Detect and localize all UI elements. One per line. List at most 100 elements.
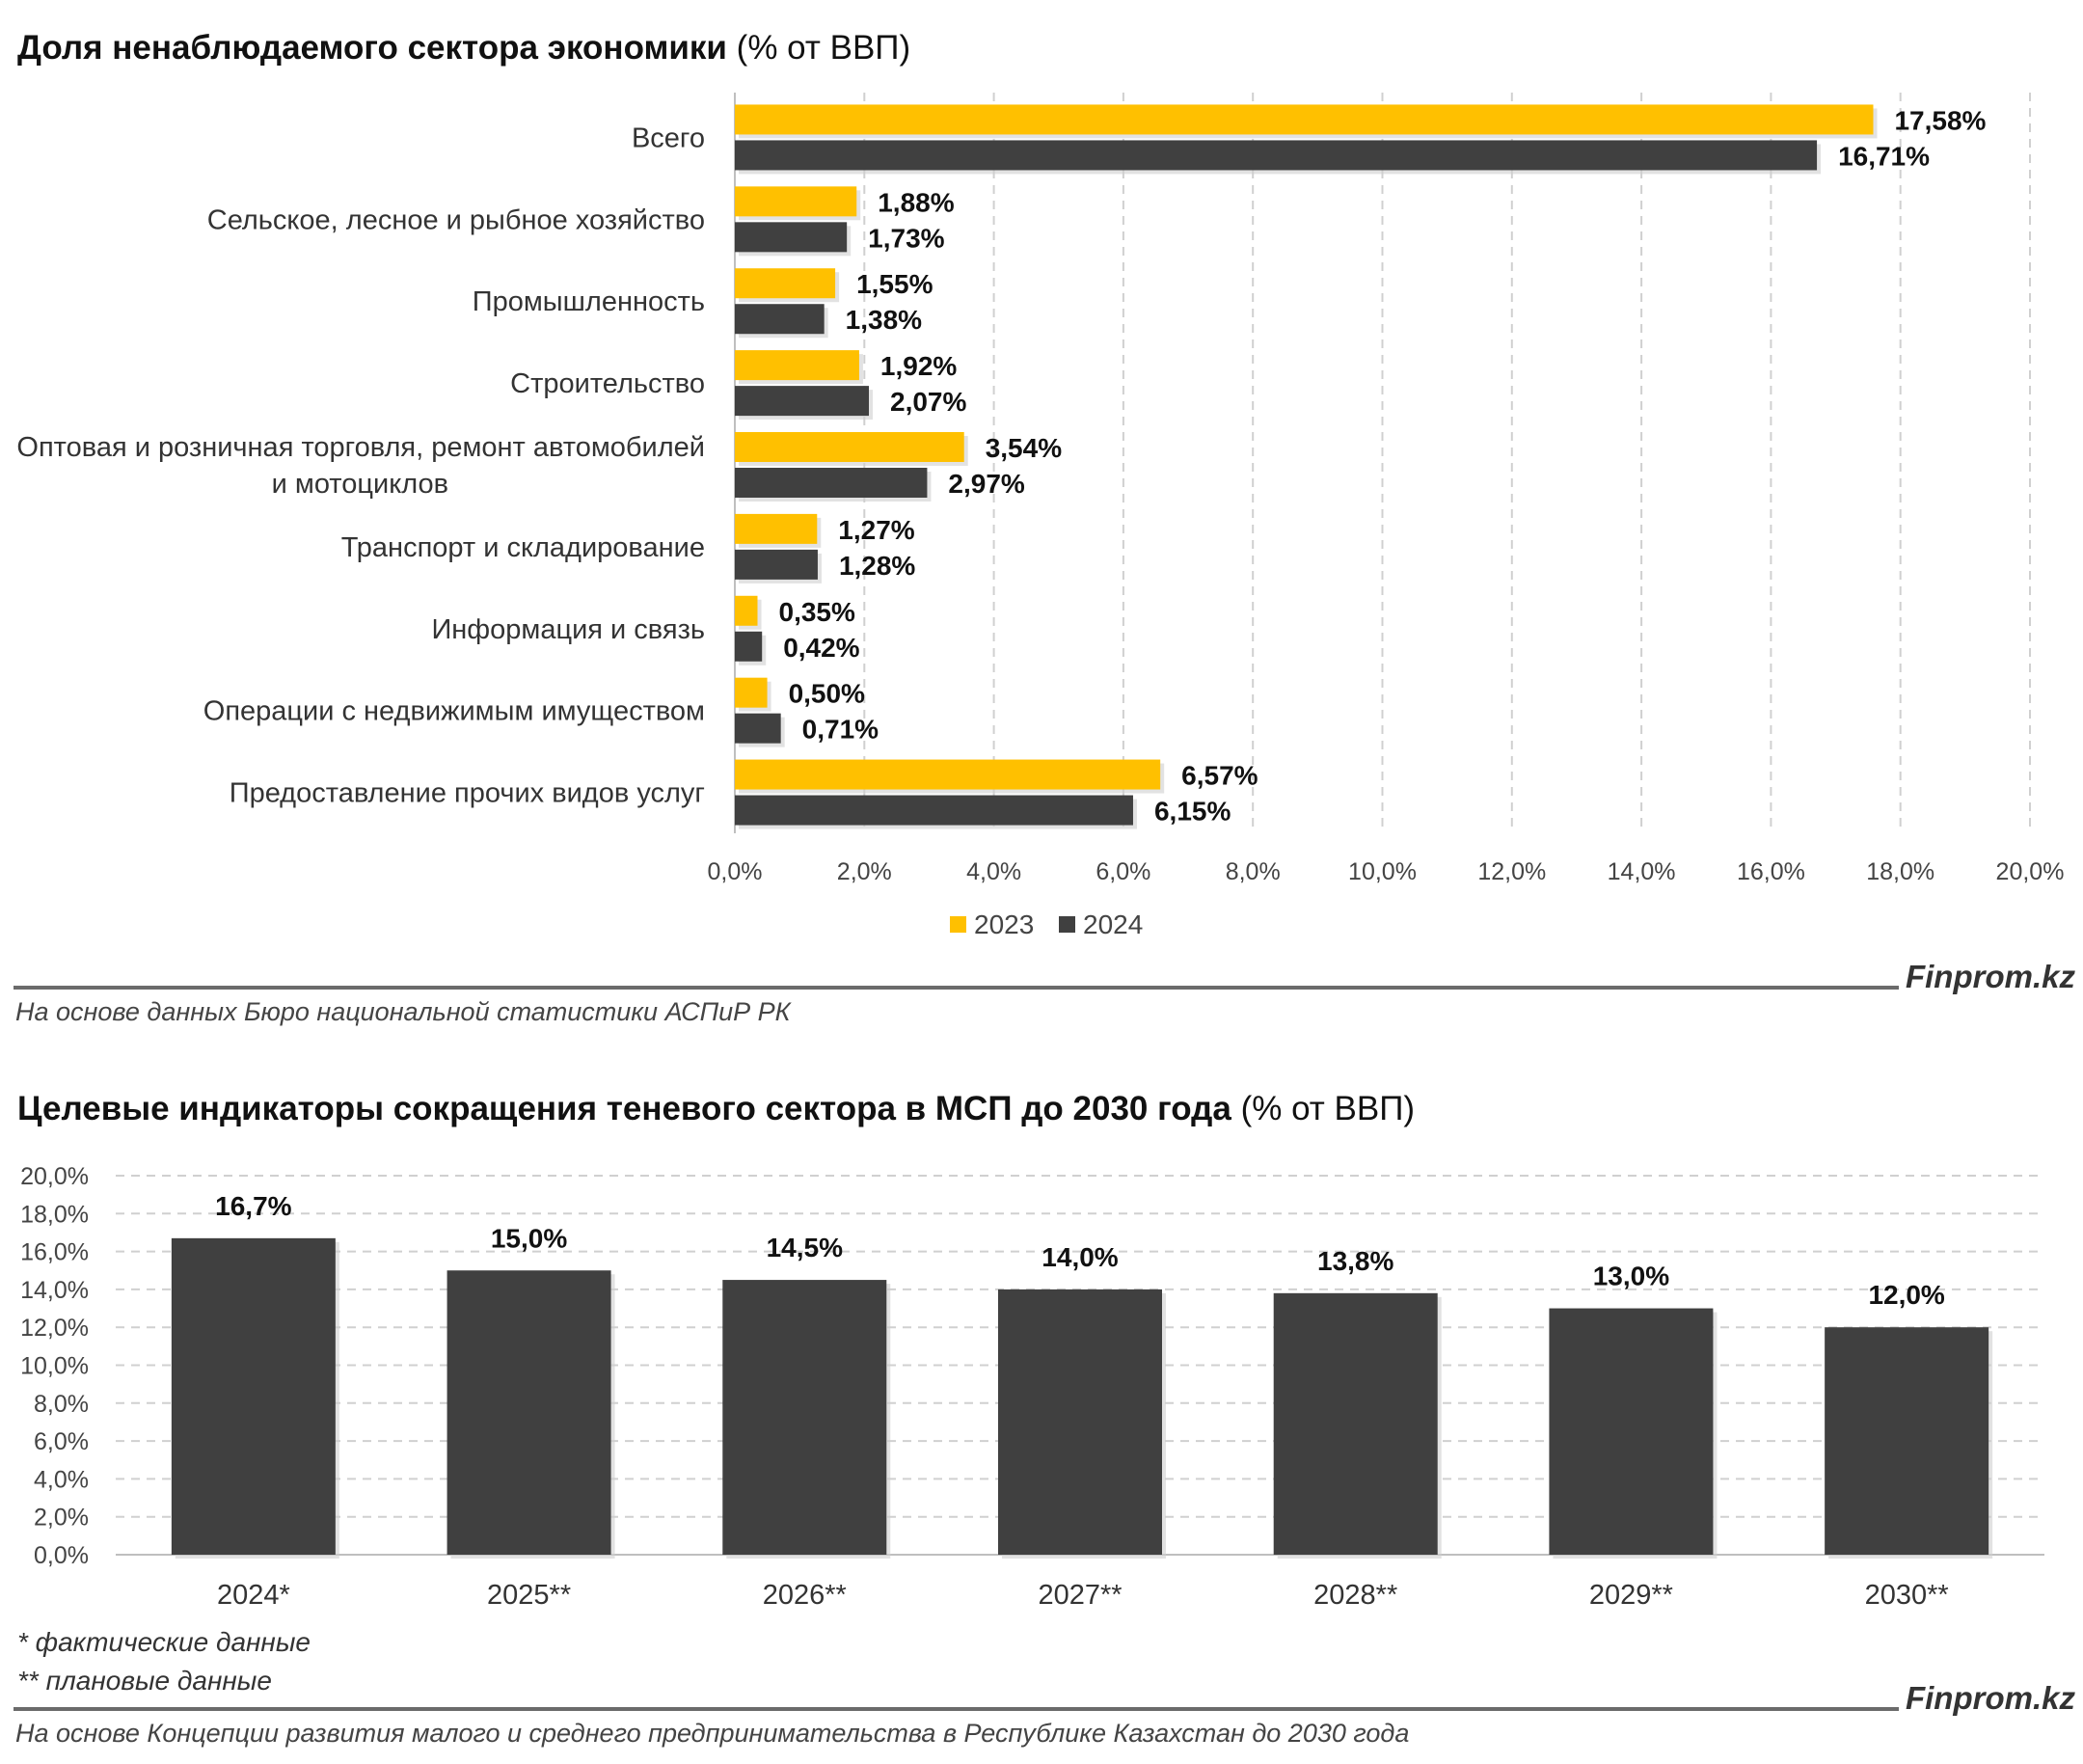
data-label-2024: 2,97%	[948, 469, 1024, 499]
chart2-note-planned: ** плановые данные	[17, 1666, 272, 1696]
data-label-2023: 1,55%	[856, 269, 933, 299]
data-label-2023: 0,50%	[789, 679, 865, 709]
category-label: Операции с недвижимым имуществом	[203, 696, 705, 727]
bar-2024	[735, 631, 763, 662]
y-tick-label: 20,0%	[20, 1163, 89, 1190]
x-tick-label: 10,0%	[1348, 858, 1417, 885]
data-label-2023: 3,54%	[986, 433, 1062, 463]
bar-2023	[735, 186, 857, 217]
y-tick-label: 14,0%	[20, 1277, 89, 1304]
data-label-2024: 1,73%	[868, 223, 944, 253]
bar-2023	[735, 513, 818, 544]
category-label: Предоставление прочих видов услуг	[230, 778, 705, 809]
legend-label-2023: 2023	[974, 909, 1034, 939]
data-label-2024: 0,71%	[802, 715, 879, 745]
bar-2024	[735, 468, 928, 498]
bar	[1549, 1308, 1714, 1555]
data-label-2023: 1,88%	[878, 187, 954, 217]
data-label: 16,7%	[215, 1191, 291, 1221]
data-label: 14,0%	[1042, 1242, 1118, 1272]
bar-shadow	[175, 1241, 339, 1559]
bar-2023	[735, 350, 859, 381]
bar-2024	[735, 386, 870, 417]
chart1-title-unit: (% от ВВП)	[736, 29, 911, 67]
x-tick-label: 2,0%	[837, 858, 892, 885]
bar-2024	[735, 713, 781, 744]
x-tick-label: 0,0%	[708, 858, 763, 885]
chart2-title-unit: (% от ВВП)	[1240, 1090, 1416, 1127]
x-category-label: 2026**	[763, 1580, 847, 1611]
bar-shadow	[726, 1284, 891, 1559]
bar-shadow	[1828, 1331, 1993, 1559]
chart1-footer-rule	[14, 986, 1899, 990]
data-label: 13,8%	[1317, 1246, 1393, 1276]
chart1-source: На основе данных Бюро национальной стати…	[15, 997, 791, 1026]
bar	[722, 1280, 887, 1555]
bar-2023	[735, 268, 836, 299]
chart2-brand: Finprom.kz	[1905, 1680, 2075, 1716]
bar-2024	[735, 304, 825, 335]
data-label: 12,0%	[1868, 1280, 1944, 1310]
category-label: Сельское, лесное и рыбное хозяйство	[207, 204, 705, 235]
x-category-label: 2029**	[1589, 1580, 1673, 1611]
chart1-title-main: Доля ненаблюдаемого сектора экономики	[17, 29, 727, 67]
x-tick-label: 12,0%	[1477, 858, 1546, 885]
y-tick-label: 6,0%	[34, 1428, 89, 1455]
y-tick-label: 12,0%	[20, 1315, 89, 1342]
y-tick-label: 16,0%	[20, 1239, 89, 1266]
x-category-label: 2028**	[1313, 1580, 1397, 1611]
bar-2023	[735, 595, 758, 626]
y-tick-label: 18,0%	[20, 1201, 89, 1228]
bar-2023	[735, 677, 768, 708]
y-tick-label: 2,0%	[34, 1505, 89, 1532]
legend-swatch-2023	[950, 916, 966, 933]
data-label: 15,0%	[491, 1223, 567, 1253]
data-label-2024: 6,15%	[1154, 797, 1231, 827]
bar-shadow	[1002, 1292, 1166, 1559]
x-tick-label: 16,0%	[1737, 858, 1805, 885]
x-tick-label: 20,0%	[1996, 858, 2065, 885]
y-tick-label: 0,0%	[34, 1542, 89, 1569]
x-tick-label: 18,0%	[1866, 858, 1934, 885]
chart1-title: Доля ненаблюдаемого сектора экономики (%…	[17, 29, 910, 68]
data-label-2023: 0,35%	[779, 597, 855, 627]
y-tick-label: 4,0%	[34, 1466, 89, 1493]
category-label: Всего	[632, 122, 705, 153]
data-label-2024: 1,28%	[839, 551, 915, 581]
legend-label-2024: 2024	[1083, 909, 1143, 939]
category-label: Оптовая и розничная торговля, ремонт авт…	[16, 432, 705, 463]
chart1-horizontal-bar: 0,0% 2,0% 4,0% 6,0% 8,0% 10,0% 12,0% 14,0% 16,0%…	[16, 93, 2065, 939]
bar-2023	[735, 759, 1161, 790]
x-tick-label: 4,0%	[966, 858, 1021, 885]
x-tick-label: 6,0%	[1096, 858, 1150, 885]
data-label-2023: 17,58%	[1894, 105, 1986, 135]
data-label-2023: 1,92%	[880, 351, 957, 381]
bar	[1273, 1292, 1438, 1555]
bar	[446, 1270, 611, 1555]
bar-2024	[735, 795, 1133, 826]
data-label-2024: 0,42%	[783, 633, 859, 663]
chart1-brand: Finprom.kz	[1905, 959, 2075, 994]
data-label-2024: 16,71%	[1838, 141, 1930, 171]
data-label-2023: 1,27%	[838, 515, 914, 545]
legend-swatch-2024	[1059, 916, 1075, 933]
x-category-label: 2027**	[1038, 1580, 1122, 1611]
data-label-2023: 6,57%	[1181, 761, 1258, 791]
category-label: Транспорт и складирование	[341, 532, 705, 563]
bar-shadow	[1553, 1312, 1718, 1559]
x-tick-label: 8,0%	[1226, 858, 1281, 885]
bar-shadow	[450, 1274, 615, 1559]
category-label: Промышленность	[473, 286, 705, 317]
bar-2023	[735, 432, 964, 462]
bar	[1825, 1327, 1989, 1555]
x-category-label: 2024*	[217, 1580, 290, 1611]
category-label: Строительство	[510, 368, 705, 399]
bar-2024	[735, 549, 818, 580]
x-category-label: 2025**	[487, 1580, 571, 1611]
y-tick-label: 8,0%	[34, 1391, 89, 1418]
bar-2024	[735, 222, 848, 253]
x-category-label: 2030**	[1865, 1580, 1949, 1611]
category-label-line2: и мотоциклов	[272, 469, 448, 500]
chart2-title: Целевые индикаторы сокращения теневого с…	[17, 1090, 1415, 1128]
data-label-2024: 1,38%	[846, 305, 922, 335]
